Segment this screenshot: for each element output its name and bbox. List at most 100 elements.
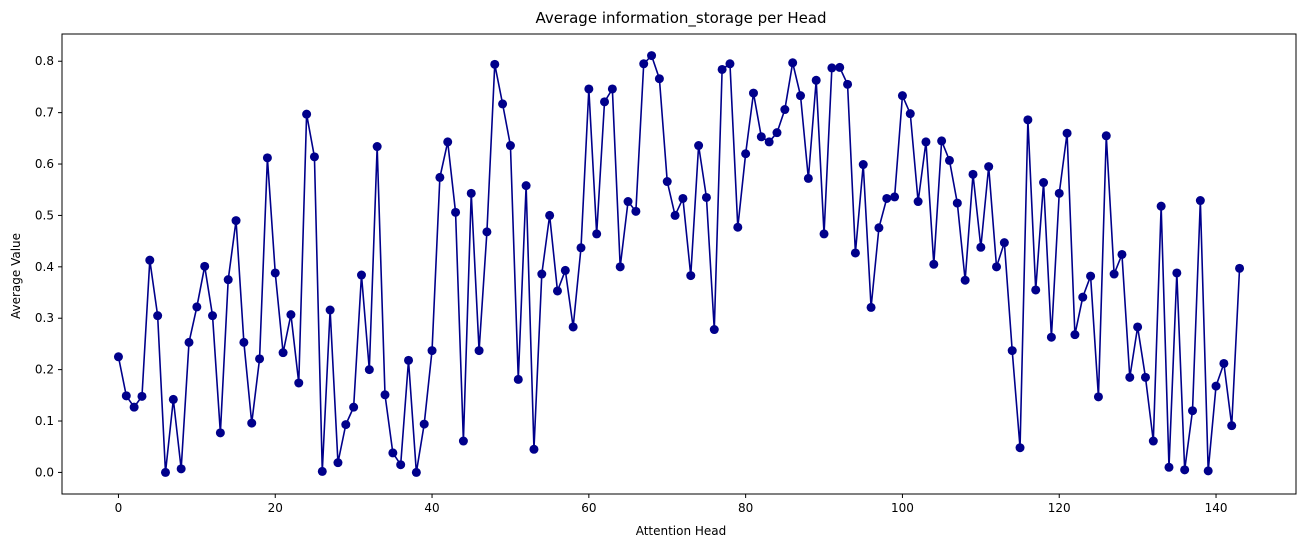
data-point — [866, 302, 876, 312]
data-point — [976, 242, 986, 252]
data-point — [717, 64, 727, 74]
data-point — [858, 160, 868, 170]
data-point — [890, 192, 900, 202]
series-markers — [113, 51, 1245, 477]
y-axis: 0.0 0.1 0.2 0.3 0.4 0.5 0.6 0.7 0.8 — [35, 54, 62, 479]
data-point — [427, 346, 437, 356]
x-tick-label: 120 — [1048, 501, 1071, 515]
data-point — [1195, 196, 1205, 206]
data-point — [1062, 128, 1072, 138]
data-point — [568, 322, 578, 332]
y-axis-label: Average Value — [9, 233, 23, 319]
data-point — [968, 169, 978, 179]
data-point — [388, 448, 398, 458]
data-point — [1227, 421, 1237, 431]
data-point — [309, 152, 319, 162]
data-point — [960, 275, 970, 285]
x-tick-label: 20 — [268, 501, 283, 515]
data-point — [592, 229, 602, 239]
data-point — [1109, 269, 1119, 279]
data-point — [1093, 392, 1103, 402]
data-point — [600, 97, 610, 107]
data-point — [513, 374, 523, 384]
data-point — [121, 391, 131, 401]
data-point — [850, 248, 860, 258]
data-point — [545, 210, 555, 220]
data-point — [474, 346, 484, 356]
data-point — [678, 193, 688, 203]
data-point — [560, 265, 570, 275]
data-point — [552, 286, 562, 296]
y-tick-label: 0.3 — [35, 311, 54, 325]
data-point — [1172, 268, 1182, 278]
data-point — [686, 271, 696, 281]
data-point — [748, 88, 758, 98]
data-point — [929, 259, 939, 269]
data-point — [835, 62, 845, 72]
x-tick-label: 80 — [738, 501, 753, 515]
data-point — [239, 337, 249, 347]
data-point — [999, 238, 1009, 248]
data-point — [921, 137, 931, 147]
data-point — [1125, 372, 1135, 382]
data-point — [270, 268, 280, 278]
x-axis: 0 20 40 60 80 100 120 140 — [115, 494, 1227, 515]
data-point — [529, 444, 539, 454]
data-point — [1219, 358, 1229, 368]
data-point — [607, 84, 617, 94]
data-point — [1211, 381, 1221, 391]
data-point — [725, 59, 735, 69]
data-point — [772, 128, 782, 138]
data-point — [827, 63, 837, 73]
data-point — [466, 188, 476, 198]
data-point — [521, 181, 531, 191]
data-point — [129, 402, 139, 412]
data-point — [1148, 436, 1158, 446]
data-point — [1046, 332, 1056, 342]
x-tick-label: 40 — [424, 501, 439, 515]
data-point — [709, 325, 719, 335]
data-point — [639, 59, 649, 69]
x-tick-label: 60 — [581, 501, 596, 515]
data-point — [302, 109, 312, 119]
data-point — [803, 173, 813, 183]
data-point — [733, 222, 743, 232]
data-point — [498, 99, 508, 109]
y-tick-label: 0.6 — [35, 157, 54, 171]
data-point — [788, 58, 798, 68]
data-point — [262, 153, 272, 163]
data-point — [819, 229, 829, 239]
data-point — [1180, 465, 1190, 475]
data-point — [231, 216, 241, 226]
data-point — [200, 261, 210, 271]
y-tick-label: 0.5 — [35, 208, 54, 222]
data-point — [694, 141, 704, 151]
data-point — [1164, 462, 1174, 472]
data-point — [623, 197, 633, 207]
data-point — [215, 428, 225, 438]
chart-title: Average information_storage per Head — [535, 9, 826, 28]
data-point — [184, 337, 194, 347]
data-point — [537, 269, 547, 279]
data-point — [741, 149, 751, 159]
data-point — [356, 270, 366, 280]
data-point — [145, 255, 155, 265]
data-point — [286, 310, 296, 320]
data-point — [756, 132, 766, 142]
data-point — [411, 467, 421, 477]
data-point — [1235, 263, 1245, 273]
data-point — [443, 137, 453, 147]
data-point — [874, 223, 884, 233]
y-tick-label: 0.2 — [35, 363, 54, 377]
series-line — [117, 54, 1241, 473]
data-point — [435, 172, 445, 182]
data-point — [349, 402, 359, 412]
data-point — [208, 311, 218, 321]
data-point — [482, 227, 492, 237]
data-point — [1023, 115, 1033, 125]
x-tick-label: 100 — [891, 501, 914, 515]
data-point — [647, 51, 657, 61]
data-point — [952, 198, 962, 208]
x-tick-label: 0 — [115, 501, 123, 515]
